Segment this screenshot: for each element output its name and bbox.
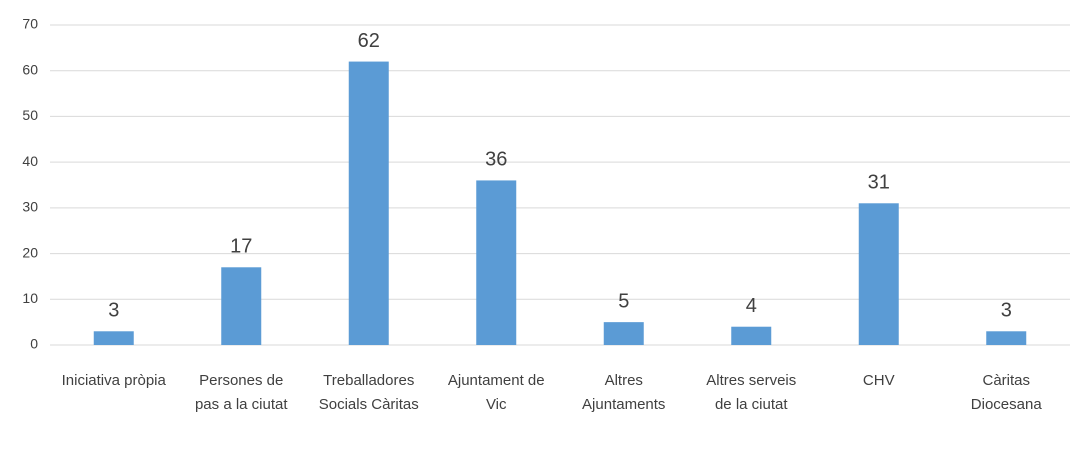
bar [348,61,389,345]
data-label: 5 [618,290,629,312]
y-tick-label: 40 [22,153,38,169]
y-tick-label: 10 [22,290,38,306]
bar [858,203,899,345]
y-tick-label: 30 [22,199,38,215]
y-tick-label: 60 [22,61,38,77]
data-label: 4 [746,295,757,317]
data-label: 3 [1001,300,1012,322]
x-tick-label: Iniciativa pròpia [61,372,166,389]
x-tick-label: Treballadores Socials Càritas [318,372,419,413]
data-label: 36 [485,149,507,171]
bar [603,322,644,345]
x-tick-label: CHV [862,372,895,389]
x-tick-label: Càritas Diocesana [970,372,1042,413]
bar [221,267,262,345]
data-label: 17 [230,236,252,258]
bar [731,326,772,345]
x-tick-label: Altres serveis de la ciutat [706,372,797,413]
bar [93,331,134,345]
y-tick-label: 0 [30,336,38,352]
y-tick-label: 50 [22,107,38,123]
data-label: 62 [358,30,380,52]
bar [476,180,517,345]
y-tick-label: 20 [22,244,38,260]
bar [986,331,1027,345]
x-tick-label: Altres Ajuntaments [582,372,666,413]
y-tick-label: 70 [22,16,38,32]
x-tick-label: Ajuntament de Vic [447,372,545,413]
data-label: 31 [868,172,890,194]
data-label: 3 [108,300,119,322]
x-tick-label: Persones de pas a la ciutat [194,372,288,413]
